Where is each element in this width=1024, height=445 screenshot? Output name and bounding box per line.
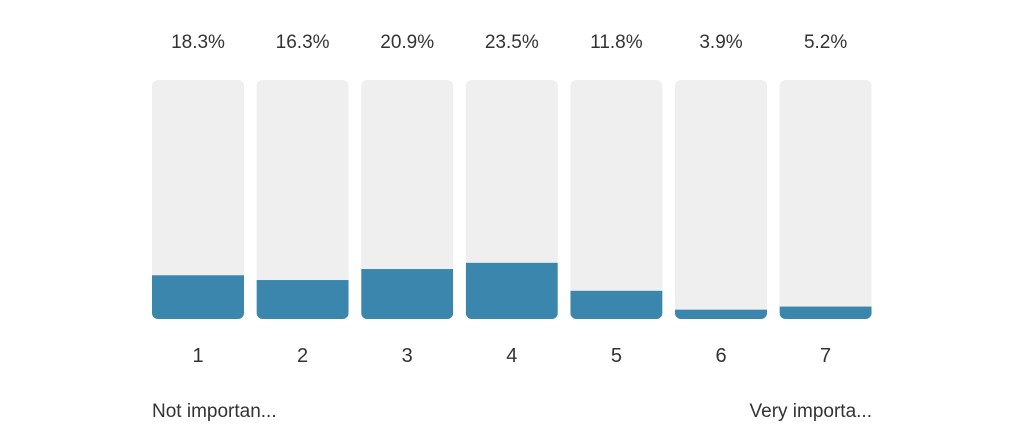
bar-3 <box>361 269 454 319</box>
bar-track <box>779 80 872 319</box>
category-label: 3 <box>402 345 413 367</box>
bar-5 <box>570 290 663 319</box>
bar-value-label: 11.8% <box>590 32 643 53</box>
scale-high-label: Very importa... <box>749 401 873 422</box>
bar-7 <box>779 306 872 319</box>
bar-value-label: 5.2% <box>804 32 847 53</box>
bar-value-label: 23.5% <box>485 32 539 53</box>
category-label: 2 <box>297 345 308 367</box>
bar-track <box>152 80 244 319</box>
category-label: 1 <box>192 345 203 367</box>
bar-track <box>361 80 454 319</box>
bar-1 <box>152 275 244 319</box>
category-label: 7 <box>820 345 831 367</box>
bar-track <box>675 80 767 319</box>
bar-value-label: 3.9% <box>699 32 742 53</box>
bar-4 <box>465 262 558 319</box>
bar-2 <box>256 280 349 319</box>
category-label: 6 <box>715 345 726 367</box>
category-label: 5 <box>611 345 622 367</box>
bar-value-label: 16.3% <box>276 32 330 53</box>
bar-track <box>256 80 349 319</box>
bar-track <box>570 80 663 319</box>
scale-low-label: Not importan... <box>152 401 277 422</box>
bar-track <box>465 80 558 319</box>
bar-value-label: 20.9% <box>380 32 434 53</box>
category-label: 4 <box>506 345 517 367</box>
bar-value-label: 18.3% <box>171 32 225 53</box>
bar-6 <box>675 309 767 319</box>
